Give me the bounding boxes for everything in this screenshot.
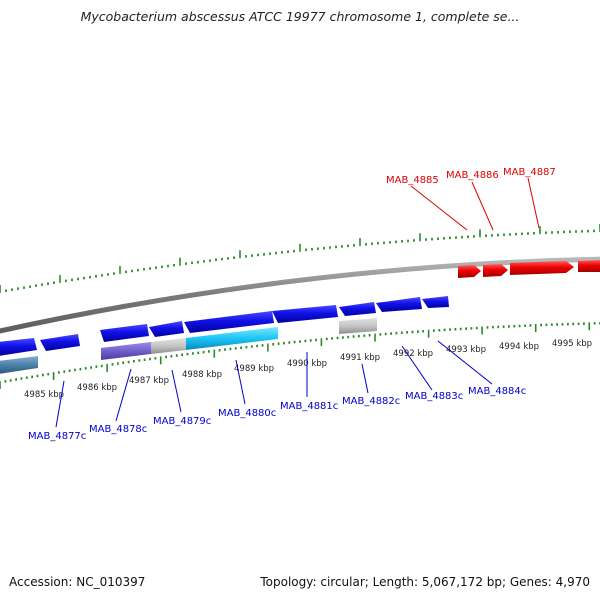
upper-tick-track [0, 224, 600, 293]
tick-label: 4991 kbp [340, 353, 380, 363]
callout-line [55, 380, 65, 428]
gene-label-mab-4882c[interactable]: MAB_4882c [342, 396, 400, 407]
tick-label: 4995 kbp [552, 339, 592, 349]
callout-line [115, 368, 132, 422]
tick-label: 4987 kbp [129, 376, 169, 386]
minus-strand-genes [0, 296, 449, 356]
plus-strand-genes [458, 260, 600, 278]
callout-line [437, 340, 493, 385]
callout-line [401, 345, 433, 391]
gene-label-mab-4883c[interactable]: MAB_4883c [405, 391, 463, 402]
gene-minus-block-6[interactable] [339, 302, 376, 316]
gene-minus-block-5[interactable] [272, 305, 338, 323]
tick-label: 4992 kbp [393, 349, 433, 359]
gene-label-mab-4881c[interactable]: MAB_4881c [280, 401, 338, 412]
gene-label-mab-4886[interactable]: MAB_4886 [446, 170, 499, 181]
gene-label-mab-4877c[interactable]: MAB_4877c [28, 431, 86, 442]
accession-text: Accession: NC_010397 [9, 575, 146, 589]
genome-summary-text: Topology: circular; Length: 5,067,172 bp… [260, 575, 590, 589]
gene-label-mab-4878c[interactable]: MAB_4878c [89, 424, 147, 435]
gene-minus-block-3[interactable] [149, 321, 184, 337]
feature-purple[interactable] [101, 342, 151, 360]
gene-minus-block-2[interactable] [100, 324, 149, 342]
gene-minus-block-1[interactable] [40, 334, 80, 351]
gene-label-mab-4885[interactable]: MAB_4885 [386, 175, 439, 186]
callout-line [361, 363, 369, 394]
scale-labels: 4985 kbp 4986 kbp 4987 kbp 4988 kbp 4989… [24, 339, 592, 400]
callout-line [410, 185, 468, 231]
feature-steelblue[interactable] [0, 356, 38, 374]
tick-label: 4989 kbp [234, 364, 274, 374]
minus-gene-callouts: MAB_4877c MAB_4878c MAB_4879c MAB_4880c … [28, 340, 526, 442]
tick-label: 4993 kbp [446, 345, 486, 355]
tick-label: 4986 kbp [77, 383, 117, 393]
genome-backbone [0, 256, 600, 334]
gene-mab-4886[interactable] [483, 264, 508, 277]
callout-line [171, 369, 182, 413]
gene-label-mab-4887[interactable]: MAB_4887 [503, 167, 556, 178]
gene-minus-left-edge[interactable] [0, 338, 37, 356]
gene-label-mab-4884c[interactable]: MAB_4884c [468, 386, 526, 397]
gene-mab-4885[interactable] [458, 265, 481, 278]
tick-label: 4988 kbp [182, 370, 222, 380]
gene-minus-block-8[interactable] [422, 296, 449, 308]
gene-mab-4887[interactable] [510, 261, 574, 275]
gene-label-mab-4880c[interactable]: MAB_4880c [218, 408, 276, 419]
feature-track [0, 318, 377, 374]
gene-label-mab-4879c[interactable]: MAB_4879c [153, 416, 211, 427]
feature-grey-1[interactable] [151, 338, 186, 354]
callout-line [235, 359, 246, 405]
lower-tick-track [0, 322, 600, 389]
gene-next-plus[interactable] [578, 260, 600, 272]
plus-gene-callouts: MAB_4885 MAB_4886 MAB_4887 [386, 167, 556, 231]
callout-line [527, 177, 540, 229]
tick-label: 4994 kbp [499, 342, 539, 352]
feature-cyan[interactable] [186, 327, 278, 350]
callout-line [471, 181, 494, 231]
tick-label: 4985 kbp [24, 390, 64, 400]
map-title: Mycobacterium abscessus ATCC 19977 chrom… [80, 9, 520, 24]
gene-minus-block-7[interactable] [376, 297, 422, 312]
gene-minus-block-4[interactable] [184, 311, 274, 333]
feature-grey-2[interactable] [339, 318, 377, 334]
